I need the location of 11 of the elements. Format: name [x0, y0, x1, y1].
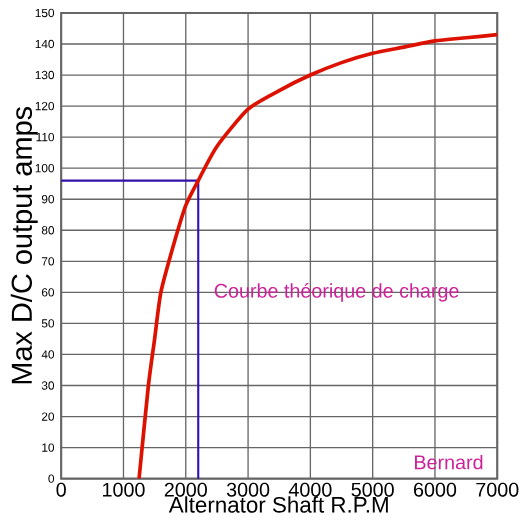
x-tick-label: 1000: [103, 482, 145, 497]
x-tick-label: 6000: [414, 482, 457, 497]
x-tick-label: 7000: [476, 482, 519, 497]
x-tick-label: 3000: [226, 482, 270, 497]
annotation: Bernard: [415, 454, 483, 470]
y-axis-title: Max D/C output amps: [10, 106, 38, 384]
x-tick-label: 4000: [288, 482, 332, 497]
x-tick-label: 5000: [351, 482, 394, 497]
x-tick-label: 2000: [164, 482, 207, 497]
x-axis-title: Alternator Shaft R.P.M: [168, 496, 388, 513]
x-tick-label: 0: [56, 482, 66, 497]
